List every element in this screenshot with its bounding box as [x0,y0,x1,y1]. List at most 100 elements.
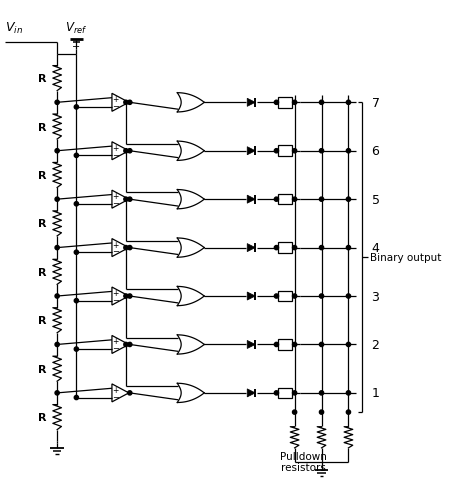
Circle shape [293,198,297,202]
Circle shape [293,149,297,153]
Bar [278,388,292,398]
Bar [278,340,292,350]
Bar [278,146,292,157]
Text: +: + [112,143,119,152]
Text: R: R [38,219,46,229]
Circle shape [319,246,324,250]
Circle shape [346,198,350,202]
Circle shape [346,101,350,105]
Polygon shape [247,389,255,397]
Polygon shape [247,196,255,204]
Text: 6: 6 [372,145,379,158]
Circle shape [55,391,59,395]
Text: −: − [72,42,81,52]
Circle shape [319,149,324,153]
Circle shape [319,410,324,414]
Circle shape [55,149,59,153]
Text: R: R [38,171,46,180]
Bar [278,194,292,205]
Text: +: + [112,192,119,201]
Circle shape [346,391,350,395]
Polygon shape [247,147,255,155]
Polygon shape [247,99,255,107]
Text: 4: 4 [372,241,379,255]
Text: R: R [38,412,46,422]
Circle shape [346,410,350,414]
Circle shape [293,246,297,250]
Circle shape [74,396,79,400]
Circle shape [346,149,350,153]
Circle shape [293,294,297,299]
Circle shape [293,343,297,347]
Circle shape [319,198,324,202]
Text: $\mathregular{V_{in}}$: $\mathregular{V_{in}}$ [5,21,23,36]
Text: 7: 7 [372,97,379,110]
Circle shape [346,246,350,250]
Bar [278,243,292,254]
Text: R: R [38,74,46,84]
Circle shape [74,202,79,206]
Circle shape [74,299,79,303]
Polygon shape [247,293,255,301]
Text: +: + [112,289,119,298]
Polygon shape [247,244,255,252]
Circle shape [74,154,79,158]
Circle shape [274,246,278,250]
Circle shape [124,101,128,105]
Text: −: − [112,199,119,208]
Circle shape [274,101,278,105]
Bar [278,98,292,108]
Bar [278,291,292,302]
Text: +: + [112,385,119,394]
Circle shape [128,101,132,105]
Text: R: R [38,267,46,277]
Circle shape [274,343,278,347]
Text: −: − [112,344,119,353]
Circle shape [124,149,128,153]
Circle shape [293,101,297,105]
Polygon shape [247,341,255,349]
Circle shape [293,391,297,395]
Text: 5: 5 [372,193,379,206]
Text: −: − [112,102,119,111]
Text: R: R [38,316,46,326]
Text: −: − [112,150,119,159]
Text: +: + [112,95,119,104]
Circle shape [319,294,324,299]
Circle shape [74,106,79,110]
Circle shape [124,343,128,347]
Text: 1: 1 [372,387,379,400]
Circle shape [74,347,79,352]
Text: Binary output: Binary output [369,253,441,263]
Text: −: − [112,392,119,401]
Circle shape [346,294,350,299]
Text: 2: 2 [372,338,379,351]
Circle shape [128,246,132,250]
Circle shape [124,294,128,299]
Circle shape [346,343,350,347]
Text: +: + [112,337,119,346]
Circle shape [274,391,278,395]
Circle shape [55,198,59,202]
Text: R: R [38,122,46,132]
Circle shape [293,410,297,414]
Circle shape [55,246,59,250]
Circle shape [128,343,132,347]
Text: R: R [38,364,46,374]
Circle shape [128,149,132,153]
Text: 3: 3 [372,290,379,303]
Circle shape [128,294,132,299]
Circle shape [319,343,324,347]
Text: −: − [112,296,119,305]
Circle shape [55,343,59,347]
Text: +: + [112,240,119,249]
Circle shape [274,149,278,153]
Circle shape [124,246,128,250]
Text: −: − [112,247,119,256]
Circle shape [55,294,59,299]
Circle shape [319,391,324,395]
Circle shape [55,101,59,105]
Circle shape [128,198,132,202]
Circle shape [319,101,324,105]
Circle shape [74,250,79,255]
